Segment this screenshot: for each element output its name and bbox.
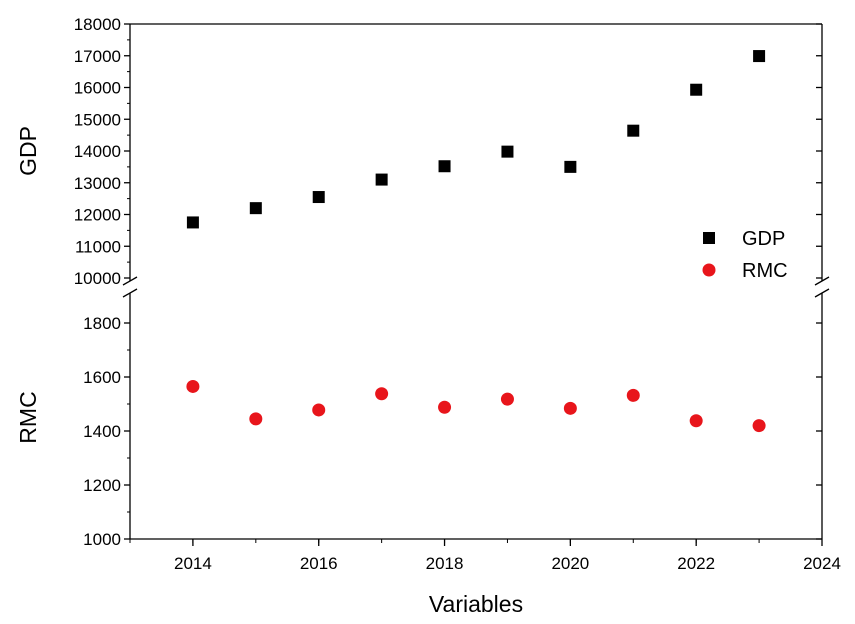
y-tick-label: 13000 (74, 174, 121, 193)
y-tick-label: 1200 (83, 476, 121, 495)
axis-break-mark (814, 276, 830, 286)
y-tick-label: 18000 (74, 15, 121, 34)
rmc-data-point (500, 392, 514, 406)
rmc-data-point (186, 379, 200, 393)
y-axis-title-gdp: GDP (15, 126, 41, 176)
gdp-data-point (753, 50, 766, 63)
y-axis-title-rmc: RMC (15, 391, 41, 443)
x-tick-label: 2016 (300, 554, 338, 573)
axis-break-mark (122, 288, 138, 298)
x-axis-title: Variables (429, 591, 523, 617)
y-tick-label: 14000 (74, 142, 121, 161)
x-tick-label: 2022 (677, 554, 715, 573)
gdp-data-point (690, 83, 703, 96)
rmc-data-point (375, 387, 389, 401)
rmc-data-point (626, 388, 640, 402)
gdp-data-point (312, 191, 325, 204)
gdp-data-point (438, 160, 451, 173)
gdp-data-point (186, 216, 199, 229)
gdp-data-point (375, 173, 388, 186)
rmc-data-point (438, 400, 452, 414)
rmc-data-point (689, 414, 703, 428)
x-tick-label: 2018 (426, 554, 464, 573)
legend-box (672, 218, 800, 288)
axis-break-mark (122, 276, 138, 286)
legend-label: GDP (742, 228, 785, 250)
gdp-data-point (564, 160, 577, 173)
x-tick-label: 2020 (551, 554, 589, 573)
y-tick-label: 1800 (83, 314, 121, 333)
y-tick-label: 16000 (74, 79, 121, 98)
y-tick-label: 1600 (83, 368, 121, 387)
x-tick-label: 2024 (803, 554, 841, 573)
y-tick-label: 17000 (74, 47, 121, 66)
legend-gdp-marker (703, 232, 715, 244)
rmc-data-point (752, 419, 766, 433)
gdp-data-point (249, 202, 262, 215)
legend-rmc-marker (702, 263, 716, 277)
y-tick-label: 1000 (83, 530, 121, 549)
rmc-data-point (312, 403, 326, 417)
y-tick-label: 15000 (74, 110, 121, 129)
x-tick-label: 2014 (174, 554, 212, 573)
gdp-data-point (501, 145, 514, 158)
gdp-data-point (627, 124, 640, 137)
y-tick-label: 11000 (75, 237, 121, 256)
rmc-data-point (249, 412, 263, 426)
y-tick-label: 12000 (74, 206, 121, 225)
legend-label: RMC (742, 260, 788, 282)
y-tick-label: 1400 (83, 422, 121, 441)
rmc-data-point (563, 401, 577, 415)
axis-break-mark (814, 288, 830, 298)
y-tick-label: 10000 (74, 269, 121, 288)
